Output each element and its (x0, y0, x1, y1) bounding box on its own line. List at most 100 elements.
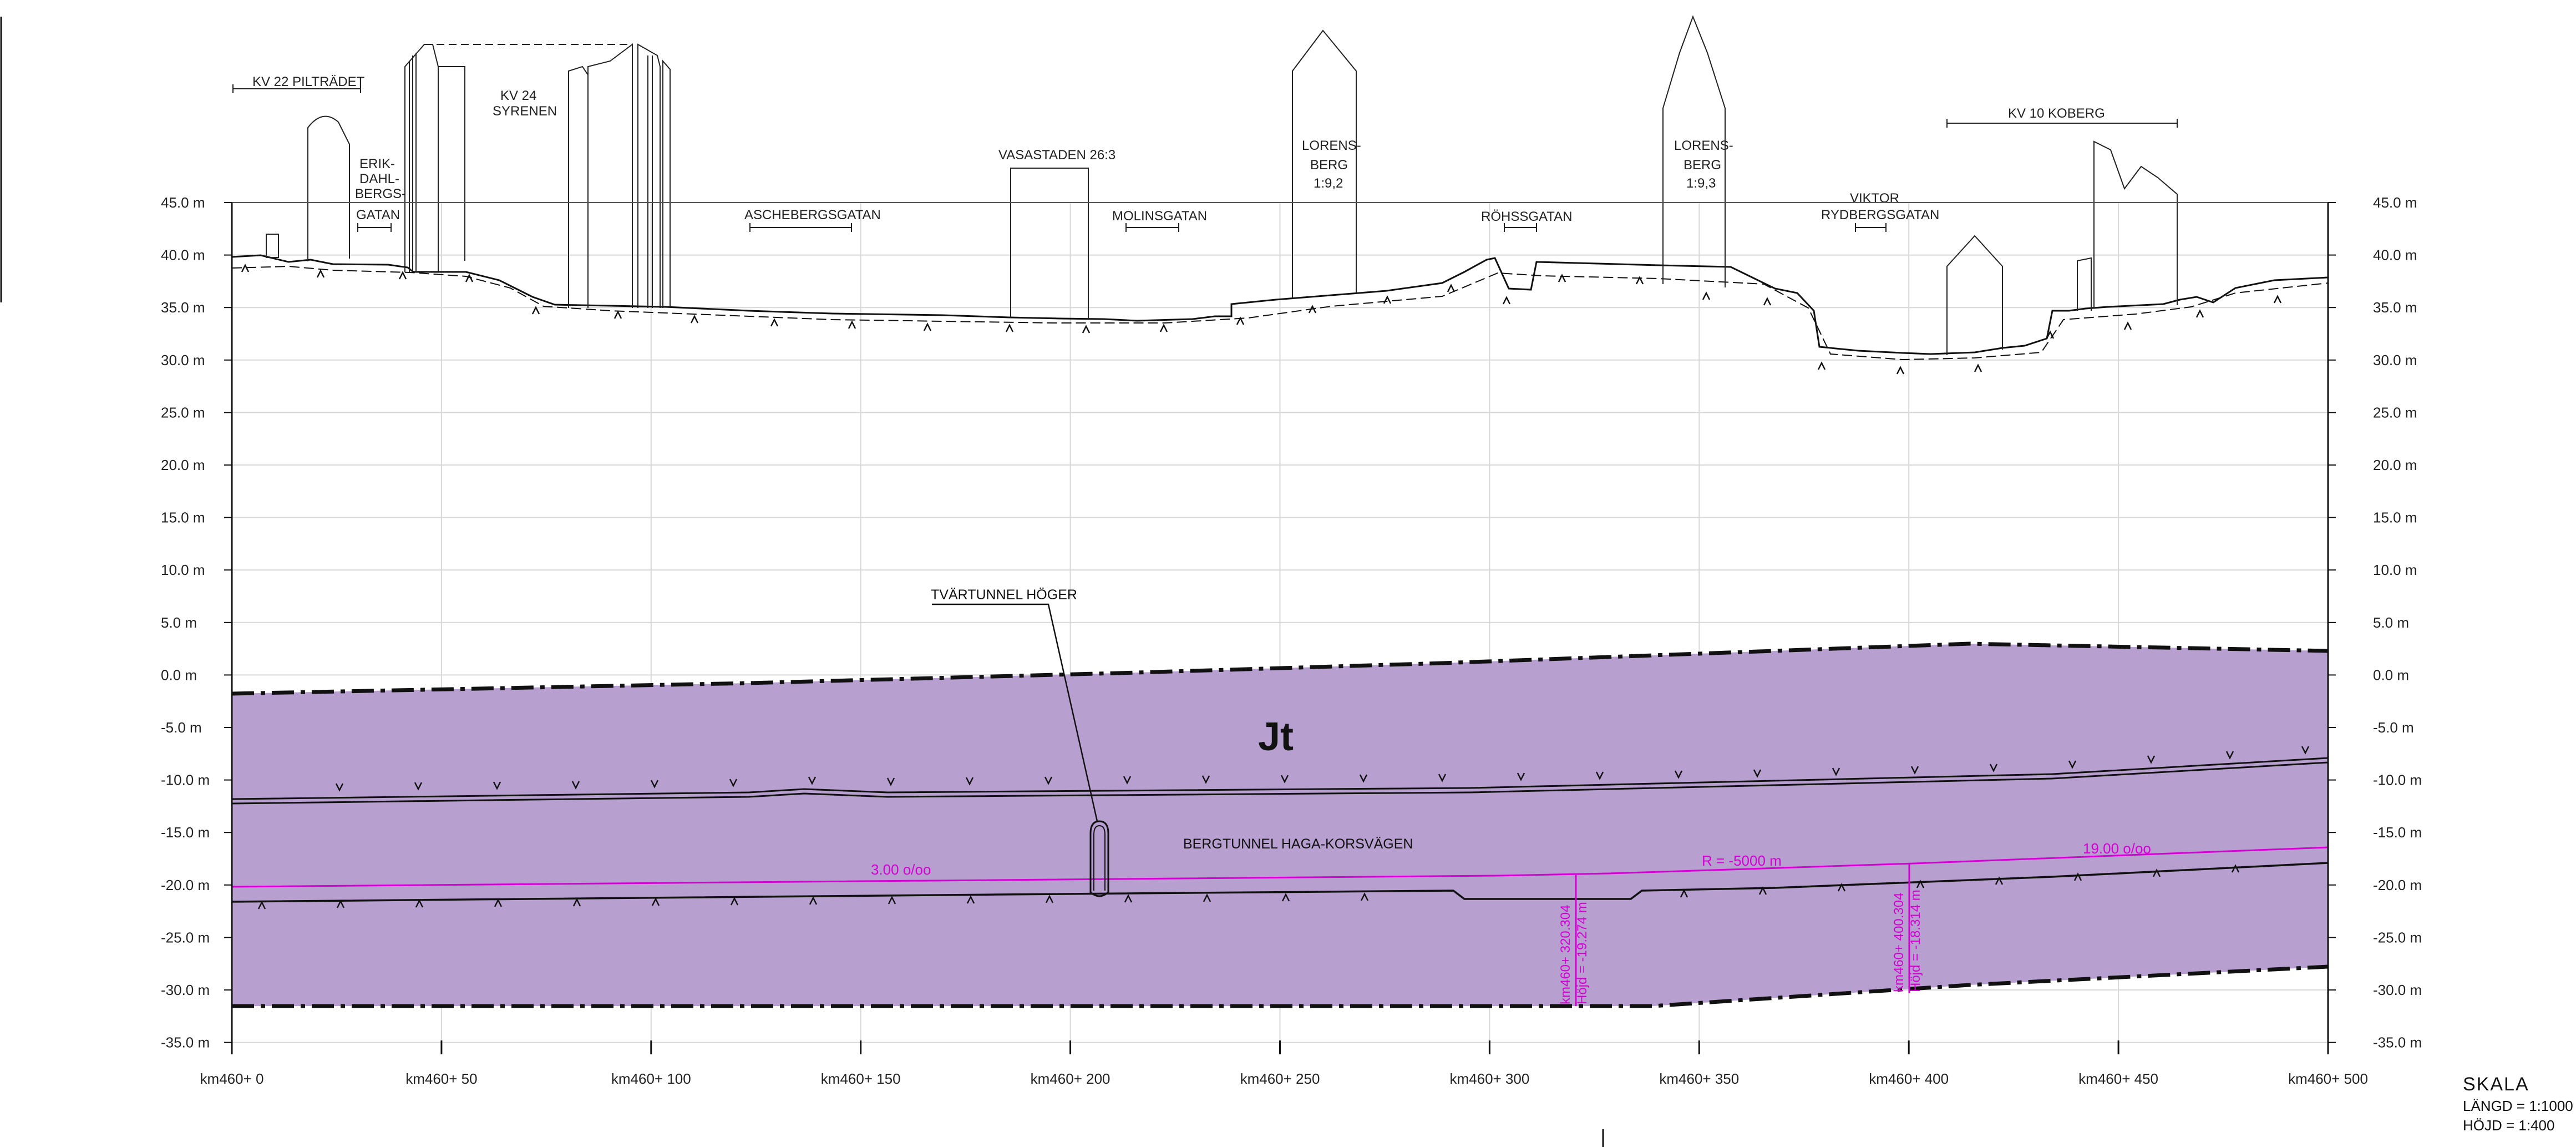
label-erik-2: DAHL- (359, 171, 399, 186)
y-tick-label: -5.0 m (161, 719, 202, 736)
y-tick-label: 30.0 m (2373, 352, 2417, 368)
station-1-height: Höjd = -19.274 m (1575, 902, 1590, 1004)
y-tick-label: -15.0 m (2373, 824, 2422, 841)
y-tick-label: -35.0 m (2373, 1034, 2422, 1051)
x-tick-label: km460+ 100 (611, 1070, 691, 1087)
station-2-height: Höjd = -18.314 m (1908, 890, 1923, 992)
gradient-left-label: 3.00 o/oo (871, 861, 931, 878)
y-tick-label: -15.0 m (161, 824, 210, 841)
alignment-line (231, 846, 2329, 888)
ground-surface-line (231, 254, 2329, 355)
cross-tunnel-section-inner (1093, 825, 1106, 891)
axis-labels: 45.0 m 45.0 m 40.0 m 40.0 m 35.0 m 35.0 m 30.0… (161, 194, 2422, 1087)
y-tick-label: 35.0 m (161, 299, 205, 316)
label-kv10: KV 10 KOBERG (2008, 106, 2105, 121)
label-vasastaden: VASASTADEN 26:3 (998, 148, 1115, 163)
ground-ticks (241, 264, 2282, 375)
label-kv24-2: SYRENEN (493, 104, 557, 119)
y-tick-label: 25.0 m (2373, 404, 2417, 421)
x-tick-label: km460+ 300 (1449, 1070, 1529, 1087)
y-tick-label: 10.0 m (2373, 562, 2417, 578)
y-tick-label: -25.0 m (2373, 929, 2422, 946)
y-tick-label: 45.0 m (2373, 194, 2417, 211)
x-tick-label: km460+ 250 (1240, 1070, 1320, 1087)
label-viktor-1: VIKTOR (1850, 191, 1899, 206)
label-aschebergsgatan: ASCHEBERGSGATAN (744, 208, 881, 223)
x-tick-label: km460+ 150 (821, 1070, 901, 1087)
tunnel-crown-line-inner (231, 761, 2329, 805)
y-tick-label: 40.0 m (161, 247, 205, 264)
x-tick-label: km460+ 50 (405, 1070, 477, 1087)
x-tick-label: km460+ 0 (200, 1070, 264, 1087)
y-tick-label: -35.0 m (161, 1034, 210, 1051)
label-erik-3: BERGS- (355, 186, 406, 201)
y-tick-label: -10.0 m (2373, 772, 2422, 789)
y-tick-label: -30.0 m (161, 982, 210, 998)
y-tick-label: -25.0 m (161, 929, 210, 946)
y-tick-label: -10.0 m (161, 772, 210, 789)
scale-length: LÄNGD = 1:1000 (2463, 1098, 2573, 1114)
tunnel-invert-line (231, 862, 2329, 903)
y-tick-label: 5.0 m (2373, 614, 2409, 631)
station-2-km: km460+ 400.304 (1892, 893, 1906, 992)
ground-dashed-line (231, 265, 2329, 361)
x-tick-label: km460+ 350 (1659, 1070, 1739, 1087)
rock-lower-boundary (232, 964, 2329, 1008)
label-viktor-2: RYDBERGSGATAN (1821, 208, 1939, 223)
label-lorensberg1-1: LORENS- (1302, 138, 1361, 153)
label-molinsgatan: MOLINSGATAN (1112, 209, 1207, 224)
buildings (266, 15, 2178, 355)
station-1-labels: km460+ 320.304 Höjd = -19.274 m (1558, 902, 1590, 1004)
y-tick-label: -30.0 m (2373, 982, 2422, 998)
station-1-km: km460+ 320.304 (1558, 905, 1573, 1004)
label-lorensberg2-3: 1:9,3 (1686, 176, 1716, 191)
cross-tunnel-label: TVÄRTUNNEL HÖGER (931, 587, 1077, 603)
cross-tunnel-section (1089, 820, 1109, 897)
label-lorensberg2-1: LORENS- (1674, 138, 1733, 153)
y-tick-label: 25.0 m (161, 404, 205, 421)
label-erik-4: GATAN (356, 208, 400, 223)
label-erik-1: ERIK- (359, 156, 395, 171)
y-tick-label: 0.0 m (2373, 666, 2409, 683)
gradient-right-label: 19.00 o/oo (2083, 840, 2151, 857)
y-tick-label: 15.0 m (161, 509, 205, 526)
radius-label: R = -5000 m (1702, 852, 1782, 869)
cross-tunnel-leader (932, 603, 1098, 822)
y-tick-label: -5.0 m (2373, 719, 2414, 736)
surface-annotations: KV 22 PILTRÄDET ERIK- DAHL- BERGS- GATAN… (232, 74, 2178, 232)
rock-mass-area (232, 644, 2328, 1006)
rock-upper-boundary (231, 641, 2329, 696)
label-lorensberg1-2: BERG (1310, 158, 1348, 173)
y-tick-label: 20.0 m (161, 457, 205, 473)
label-kv22: KV 22 PILTRÄDET (252, 74, 365, 89)
label-lorensberg2-2: BERG (1683, 158, 1721, 173)
label-rohssgatan: RÖHSSGATAN (1481, 209, 1572, 224)
x-tick-label: km460+ 400 (1869, 1070, 1949, 1087)
crown-ticks (335, 746, 2310, 792)
x-tick-label: km460+ 500 (2288, 1070, 2368, 1087)
y-tick-label: 10.0 m (161, 562, 205, 578)
y-tick-label: 40.0 m (2373, 247, 2417, 264)
x-tick-label: km460+ 450 (2078, 1070, 2158, 1087)
label-kv24-1: KV 24 (500, 88, 536, 103)
y-tick-label: 5.0 m (161, 614, 197, 631)
y-tick-label: 20.0 m (2373, 457, 2417, 473)
y-tick-label: 15.0 m (2373, 509, 2417, 526)
x-tick-label: km460+ 200 (1031, 1070, 1110, 1087)
y-tick-label: 0.0 m (161, 666, 197, 683)
tunnel-label: BERGTUNNEL HAGA-KORSVÄGEN (1183, 836, 1413, 852)
y-tick-label: -20.0 m (161, 877, 210, 893)
scale-title: SKALA (2463, 1074, 2529, 1095)
station-2-labels: km460+ 400.304 Höjd = -18.314 m (1892, 890, 1923, 992)
label-lorensberg1-3: 1:9,2 (1314, 176, 1343, 191)
tunnel-crown-line (231, 757, 2329, 800)
scale-height: HÖJD = 1:400 (2463, 1117, 2555, 1134)
y-tick-label: 30.0 m (161, 352, 205, 368)
y-tick-label: 35.0 m (2373, 299, 2417, 316)
y-tick-label: 45.0 m (161, 194, 205, 211)
rock-class-label: Jt (1258, 715, 1294, 759)
scale-block: SKALA LÄNGD = 1:1000 HÖJD = 1:400 (2463, 1074, 2573, 1134)
invert-ticks (257, 864, 2240, 909)
y-tick-label: -20.0 m (2373, 877, 2422, 893)
